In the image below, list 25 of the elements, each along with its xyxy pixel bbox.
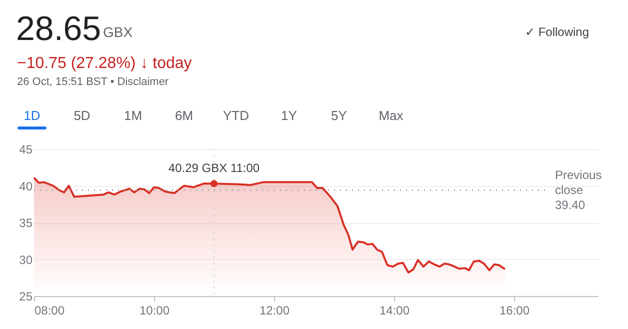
text: 1M [124,108,142,123]
y-tick-label: 25 [19,290,33,304]
text: 1D [24,108,40,123]
text: −10.75 (27.28%) ↓ today [17,55,192,72]
text: YTD [223,108,249,123]
text: 5D [74,108,90,123]
text: 1Y [281,108,298,123]
text: 5Y [331,108,348,123]
y-tick-label: 35 [19,216,33,230]
x-tick-label: 10:00 [139,304,170,318]
text: GBX [103,24,134,40]
annotation: 40.29 GBX 11:00 [168,161,260,175]
y-tick-label: 40 [19,179,33,194]
text: 6M [174,108,194,123]
x-tick-label: 16:00 [499,304,530,318]
x-tick-label: 08:00 [34,304,65,318]
x-tick-label: 12:00 [259,304,290,318]
text: ✓ Following [524,25,590,39]
text: Max [378,108,404,123]
ref-line-label: Previous close 39.40 [555,168,602,212]
x-tick-label: 14:00 [379,304,410,318]
y-tick-label: 45 [19,142,33,156]
chart-title: 28.65 [16,10,102,48]
y-tick-label: 30 [19,252,33,267]
text: 26 Oct, 15:51 BST • Disclaimer [17,76,169,88]
